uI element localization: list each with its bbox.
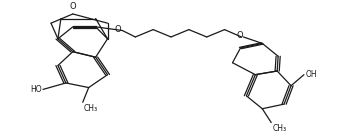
- Text: HO: HO: [31, 85, 42, 94]
- Text: O: O: [114, 25, 121, 34]
- Text: O: O: [69, 2, 76, 11]
- Text: O: O: [236, 31, 243, 40]
- Text: CH₃: CH₃: [272, 124, 286, 133]
- Text: OH: OH: [306, 70, 317, 79]
- Text: CH₃: CH₃: [83, 104, 98, 113]
